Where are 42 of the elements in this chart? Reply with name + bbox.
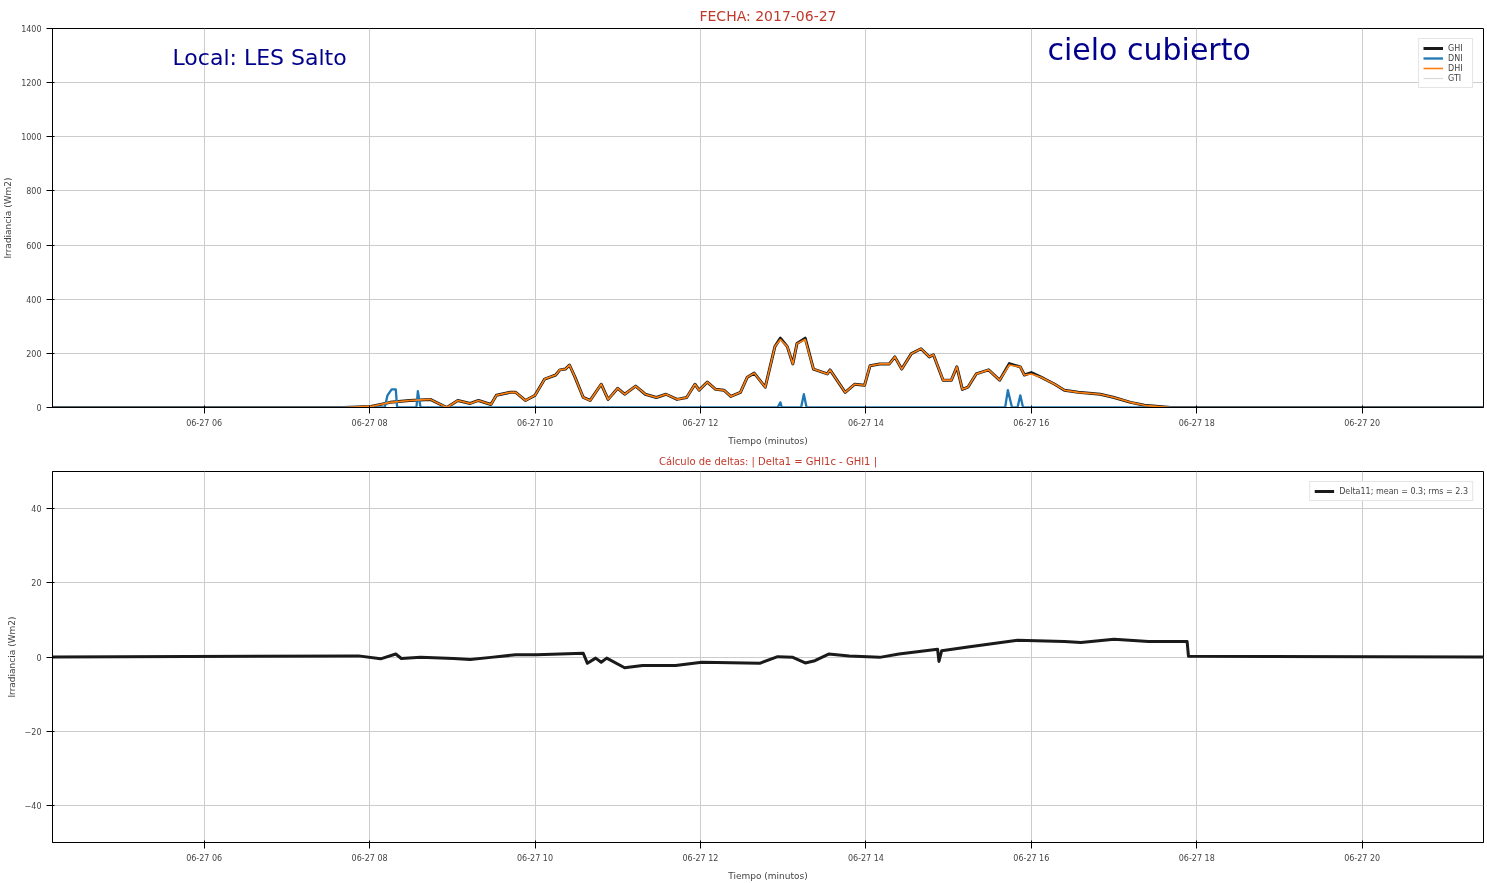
legend-label: GTI [1448,73,1463,83]
x-tick-label: 06-27 18 [1178,418,1215,428]
y-tick-label: −20 [24,727,42,737]
y-tick-label: 600 [26,241,42,251]
y-tick-label: 1400 [21,25,42,34]
annotation: Local: LES Salto [172,44,347,70]
x-tick-label: 06-27 08 [351,418,388,428]
legend-label: DNI [1448,53,1464,63]
y-tick-label: 1200 [21,79,42,89]
x-tick-label: 06-27 06 [186,418,223,428]
x-tick-label: 06-27 10 [517,853,553,863]
y-tick-label: 400 [26,295,42,305]
y-tick-label: 1000 [21,133,42,143]
x-tick-label: 06-27 10 [517,418,553,428]
y-tick-label: 800 [26,187,42,197]
x-tick-label: 06-27 20 [1344,853,1381,863]
y-tick-label: 0 [36,653,42,663]
x-tick-label: 06-27 14 [847,418,884,428]
x-tick-label: 06-27 12 [682,853,719,863]
y-tick-label: −40 [24,801,42,811]
x-tick-label: 06-27 16 [1013,418,1050,428]
x-tick-label: 06-27 16 [1013,853,1050,863]
y-axis-title: Irradiancia (Wm2) [6,616,17,698]
y-tick-label: 200 [26,349,42,359]
y-tick-label: 20 [31,579,42,589]
chart-title: FECHA: 2017-06-27 [699,7,837,24]
x-tick-label: 06-27 14 [847,853,884,863]
x-tick-label: 06-27 06 [186,853,223,863]
legend-label: Delta11; mean = 0.3; rms = 2.3 [1339,486,1468,496]
chart-title: Cálculo de deltas: | Delta1 = GHI1c - GHI1 | [658,455,878,468]
x-axis-title: Tiempo (minutos) [727,435,808,446]
annotation: cielo cubierto [1047,31,1251,67]
legend-label: GHI [1448,43,1464,53]
x-tick-label: 06-27 18 [1178,853,1215,863]
y-axis-title: Irradiancia (Wm2) [3,177,14,259]
y-tick-label: 40 [31,505,42,515]
x-axis-title: Tiempo (minutos) [727,870,808,881]
x-tick-label: 06-27 08 [351,853,388,863]
x-tick-label: 06-27 20 [1344,418,1381,428]
x-tick-label: 06-27 12 [682,418,719,428]
y-tick-label: 0 [36,404,42,413]
legend-label: DHI [1448,63,1464,73]
